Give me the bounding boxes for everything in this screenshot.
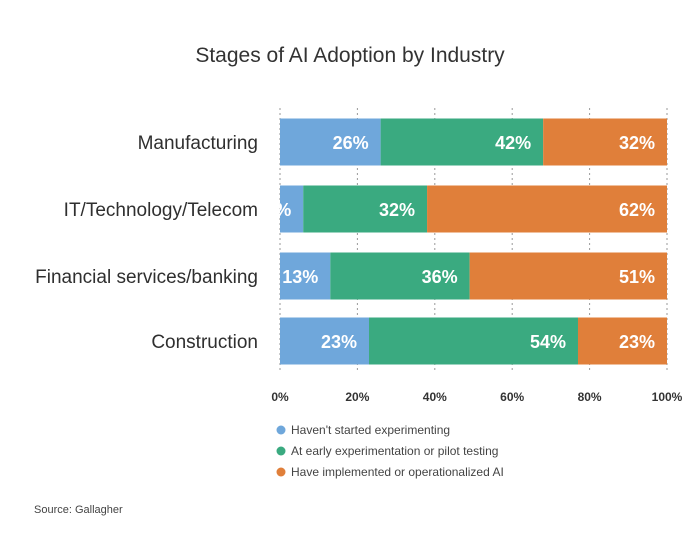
labels: Manufacturing 26% 42% 32% IT/Technology/Tele… [35, 133, 655, 353]
bar-segment [380, 118, 544, 166]
data-label: 23% [321, 332, 357, 352]
legend-label: At early experimentation or pilot testin… [291, 444, 498, 458]
bar-segment [280, 118, 381, 166]
bar-segment [330, 252, 470, 300]
legend-label: Haven't started experimenting [291, 423, 450, 437]
data-label: 32% [619, 133, 655, 153]
legend-swatch [276, 467, 286, 477]
category-label: Construction [151, 332, 258, 353]
data-label: 54% [530, 332, 566, 352]
legend-swatch [276, 446, 286, 456]
data-label: 23% [619, 332, 655, 352]
data-label: 13% [282, 267, 318, 287]
data-label: 32% [379, 200, 415, 220]
bar-segment [543, 118, 667, 166]
data-label: 6% [265, 200, 291, 220]
legend: Haven't started experimenting At early ex… [276, 423, 504, 479]
legend-swatch [276, 425, 286, 435]
x-tick-label: 0% [271, 390, 289, 404]
category-label: Manufacturing [138, 133, 258, 154]
bar-segment [280, 252, 331, 300]
bar-segment [427, 185, 667, 233]
data-label: 51% [619, 267, 655, 287]
data-label: 62% [619, 200, 655, 220]
bars [280, 118, 667, 365]
bar-segment [369, 317, 578, 365]
legend-label: Have implemented or operationalized AI [291, 465, 504, 479]
x-tick-label: 100% [652, 390, 683, 404]
gridlines [279, 108, 668, 370]
bar-segment [469, 252, 667, 300]
bar-segment [303, 185, 428, 233]
source-note: Source: Gallagher [34, 504, 123, 516]
chart-title: Stages of AI Adoption by Industry [195, 44, 505, 67]
bar-segment [280, 185, 304, 233]
x-tick-label: 60% [500, 390, 524, 404]
bar-segment [577, 317, 667, 365]
data-label: 42% [495, 133, 531, 153]
x-tick-label: 40% [423, 390, 447, 404]
category-label: IT/Technology/Telecom [64, 200, 258, 221]
bar-segment [280, 317, 370, 365]
data-label: 26% [333, 133, 369, 153]
category-label: Financial services/banking [35, 267, 258, 288]
x-tick-label: 20% [345, 390, 369, 404]
x-axis-ticks: 0% 20% 40% 60% 80% 100% [271, 390, 682, 404]
x-tick-label: 80% [578, 390, 602, 404]
data-label: 36% [422, 267, 458, 287]
